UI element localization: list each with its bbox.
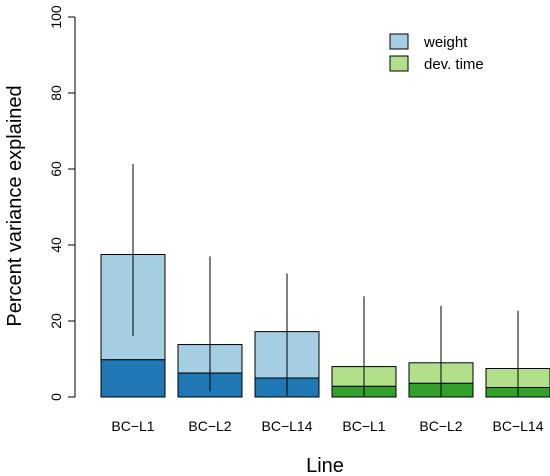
bar-lower-segment — [100, 359, 166, 398]
legend-label: dev. time — [424, 56, 484, 73]
x-tick-label: BC−L1 — [342, 418, 385, 434]
x-tick-label: BC−L14 — [493, 418, 544, 434]
x-tick-label: BC−L2 — [188, 418, 231, 434]
bars: BC−L1 BC−L2 BC−L14 BC−L1 BC−L2 BC−L14 — [100, 164, 550, 434]
y-tick-label: 20 — [48, 313, 64, 329]
legend-swatch — [389, 55, 409, 72]
y-tick-label: 0 — [48, 393, 64, 401]
legend-swatch — [389, 33, 409, 50]
y-axis-title: Percent variance explained — [4, 85, 26, 326]
y-tick-label: 40 — [48, 237, 64, 253]
x-tick-label: BC−L14 — [262, 418, 313, 434]
y-tick-label: 100 — [48, 5, 64, 29]
legend-label: weight — [423, 34, 468, 51]
x-tick-label: BC−L1 — [111, 418, 154, 434]
y-tick-label: 80 — [48, 85, 64, 101]
x-axis-title: Line — [306, 455, 344, 476]
x-tick-label: BC−L2 — [419, 418, 462, 434]
y-tick-label: 60 — [48, 161, 64, 177]
legend: weight dev. time — [389, 33, 484, 73]
axes: 0 20 40 60 80 100 — [48, 5, 76, 401]
